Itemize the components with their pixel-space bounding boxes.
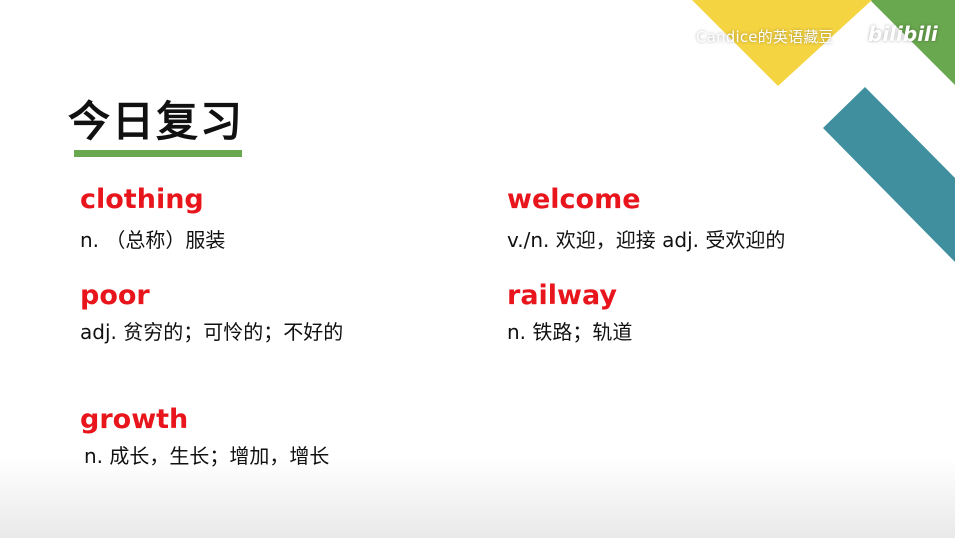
vocab-definition-railway: n. 铁路；轨道 — [507, 320, 633, 344]
bottom-fade — [0, 458, 955, 538]
bilibili-logo: bilibili — [868, 22, 938, 46]
yellow-triangle-decoration — [692, 0, 872, 86]
vocab-word-growth: growth — [80, 404, 189, 435]
vocab-word-clothing: clothing — [80, 184, 204, 215]
vocab-word-railway: railway — [507, 280, 617, 311]
title-underline — [74, 150, 242, 157]
vocab-word-welcome: welcome — [507, 184, 641, 215]
teal-band-decoration — [823, 87, 955, 262]
channel-watermark: Candice的英语藏豆 — [696, 28, 834, 46]
green-triangle-decoration — [870, 0, 955, 85]
vocab-definition-clothing: n. （总称）服装 — [80, 228, 226, 252]
vocab-definition-poor: adj. 贫穷的；可怜的；不好的 — [80, 320, 344, 344]
vocab-definition-welcome: v./n. 欢迎，迎接 adj. 受欢迎的 — [507, 228, 786, 252]
vocab-definition-growth: n. 成长，生长；增加，增长 — [84, 444, 330, 468]
vocab-word-poor: poor — [80, 280, 150, 311]
page-title: 今日复习 — [68, 97, 245, 146]
